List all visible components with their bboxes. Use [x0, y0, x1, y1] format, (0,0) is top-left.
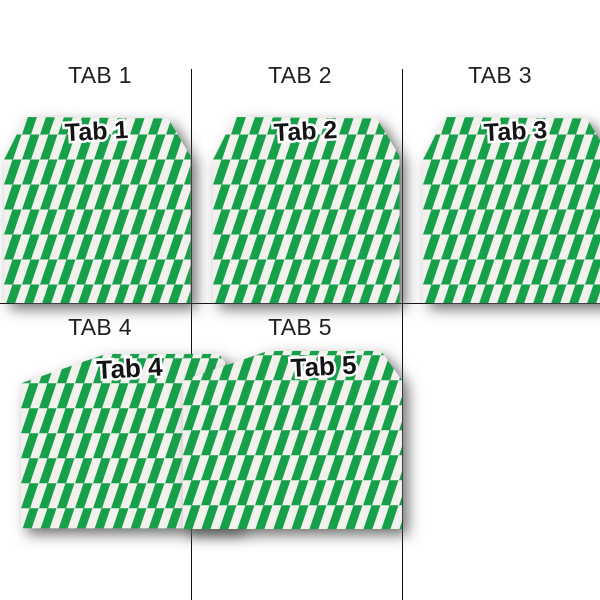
svg-text:Tab 4: Tab 4 — [96, 351, 164, 384]
svg-text:Tab 1: Tab 1 — [64, 116, 129, 147]
svg-text:Tab 2: Tab 2 — [273, 116, 338, 147]
svg-text:Tab 5: Tab 5 — [290, 350, 357, 383]
svg-text:Tab 3: Tab 3 — [483, 116, 548, 147]
